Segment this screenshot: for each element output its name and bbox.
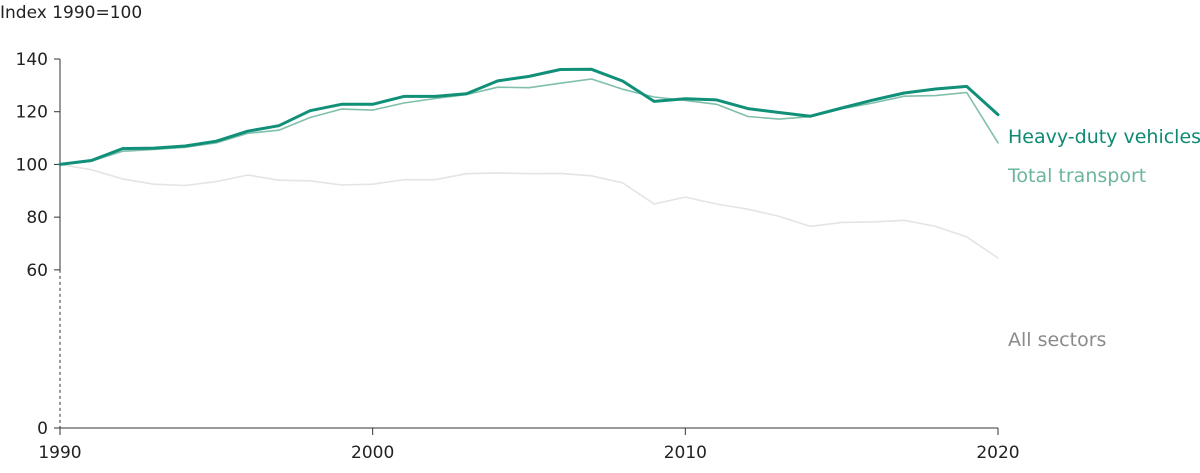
series-labels: All sectors Total transport Heavy-duty veh… bbox=[1007, 126, 1200, 351]
series-line-all-sectors bbox=[59, 163, 999, 259]
series-line-heavy-duty-vehicles bbox=[58, 67, 1000, 166]
series-label-heavy-duty-vehicles: Heavy-duty vehicles bbox=[1008, 126, 1200, 148]
y-tick-label: 80 bbox=[26, 208, 48, 228]
y-tick-label: 100 bbox=[16, 155, 48, 175]
y-tick-label: 0 bbox=[37, 419, 48, 439]
y-tick-label: 140 bbox=[16, 50, 48, 70]
x-tick-label: 2000 bbox=[351, 443, 394, 463]
y-axis-label: Index 1990=100 bbox=[0, 3, 142, 23]
x-tick-label: 2020 bbox=[976, 443, 1019, 463]
series-line-total-transport bbox=[59, 78, 999, 166]
x-axis: 1990 2000 2010 2020 bbox=[38, 427, 1020, 463]
x-tick-label: 1990 bbox=[38, 443, 81, 463]
series-label-total-transport: Total transport bbox=[1007, 165, 1146, 187]
y-axis: 0 60 80 100 120 140 bbox=[16, 50, 61, 439]
y-tick-label: 120 bbox=[16, 103, 48, 123]
y-tick-label: 60 bbox=[26, 261, 48, 281]
series-lines bbox=[58, 67, 1000, 259]
series-label-all-sectors: All sectors bbox=[1008, 329, 1106, 351]
x-tick-label: 2010 bbox=[664, 443, 707, 463]
